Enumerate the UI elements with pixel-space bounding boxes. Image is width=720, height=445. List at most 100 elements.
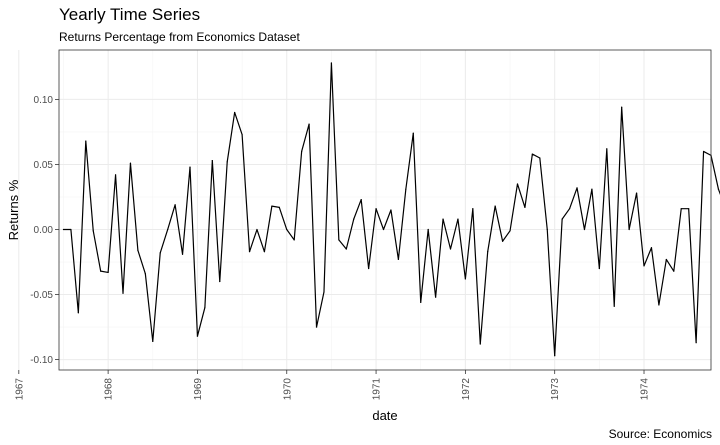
panel-border	[58, 49, 712, 371]
data-point	[100, 270, 102, 272]
y-tick-label: 0.10	[34, 95, 54, 106]
data-point	[680, 208, 682, 210]
x-tick-label: 1971	[372, 378, 383, 401]
data-point	[606, 148, 608, 150]
x-tick-label: 1970	[282, 378, 293, 401]
data-point	[226, 161, 228, 163]
data-point	[673, 270, 675, 272]
data-point	[412, 132, 414, 134]
data-point	[524, 206, 526, 208]
data-point	[717, 188, 720, 190]
data-point	[702, 150, 705, 153]
data-point	[234, 111, 236, 114]
data-point	[241, 133, 243, 136]
x-axis: 1967 1968 1969 1970 1971 1972 1973 1974	[14, 370, 651, 401]
data-point	[70, 228, 72, 231]
data-point	[516, 183, 519, 185]
data-point	[591, 188, 593, 190]
data-point	[181, 253, 184, 255]
data-point	[405, 188, 407, 190]
data-point	[598, 267, 600, 270]
data-point	[129, 162, 132, 164]
y-axis-title: Returns %	[6, 179, 21, 240]
data-point	[211, 159, 213, 162]
data-point	[204, 306, 206, 309]
data-point	[531, 153, 533, 155]
data-point	[144, 273, 146, 275]
data-point	[464, 278, 466, 280]
data-point	[77, 312, 79, 314]
data-point	[494, 205, 496, 207]
data-point	[390, 209, 392, 211]
data-point	[248, 251, 251, 253]
data-point	[345, 248, 347, 250]
data-point	[688, 208, 690, 210]
data-point	[196, 335, 199, 337]
x-axis-title: date	[372, 408, 397, 423]
chart-title: Yearly Time Series	[59, 5, 201, 24]
data-point	[375, 208, 377, 210]
data-point	[487, 251, 489, 253]
x-tick-label: 1968	[104, 378, 115, 401]
data-point	[286, 228, 288, 231]
data-point	[159, 252, 161, 254]
data-point	[271, 205, 273, 207]
x-tick-label: 1974	[640, 378, 651, 401]
data-point	[621, 106, 623, 108]
data-point	[308, 123, 310, 125]
data-point	[189, 166, 191, 168]
data-point	[62, 228, 65, 231]
data-point	[472, 208, 474, 210]
data-point	[457, 218, 459, 220]
data-point	[323, 291, 325, 293]
data-point	[397, 258, 399, 261]
data-point	[293, 239, 295, 241]
data-point	[479, 343, 481, 345]
series-line	[63, 62, 720, 357]
y-tick-label: 0.05	[34, 160, 54, 171]
data-point	[427, 228, 429, 231]
series-layer	[62, 62, 720, 357]
x-tick-label: 1973	[550, 378, 561, 401]
x-tick-label: 1972	[461, 378, 472, 401]
data-point	[568, 208, 571, 210]
data-point	[449, 248, 452, 250]
y-tick-label: 0.00	[34, 225, 54, 236]
data-point	[85, 140, 87, 142]
data-point	[315, 326, 318, 328]
data-point	[330, 62, 333, 64]
data-point	[643, 265, 645, 267]
chart-caption: Source: Economics	[608, 427, 712, 441]
data-point	[420, 301, 422, 303]
data-point	[256, 228, 258, 231]
data-point	[583, 228, 586, 231]
data-point	[263, 251, 266, 253]
data-point	[539, 157, 541, 159]
y-tick-label: -0.10	[30, 355, 53, 366]
data-point	[665, 258, 667, 261]
data-point	[442, 218, 444, 220]
data-point	[301, 150, 303, 153]
data-point	[635, 192, 638, 194]
data-point	[501, 240, 504, 242]
data-point	[174, 204, 176, 206]
y-axis: -0.10 -0.05 0.00 0.05 0.10	[30, 95, 59, 366]
data-point	[576, 187, 578, 189]
data-point	[368, 267, 370, 270]
data-point	[382, 228, 385, 231]
data-point	[695, 342, 697, 344]
x-tick-label: 1969	[193, 378, 204, 401]
chart-subtitle: Returns Percentage from Economics Datase…	[59, 30, 300, 44]
data-point	[613, 305, 615, 307]
y-tick-label: -0.05	[30, 290, 53, 301]
data-point	[137, 249, 139, 251]
data-point	[360, 198, 362, 201]
data-point	[219, 280, 221, 283]
data-point	[650, 247, 653, 249]
major-gridlines	[18, 50, 711, 370]
data-point	[628, 228, 630, 231]
data-point	[278, 206, 280, 208]
data-point	[338, 239, 340, 241]
data-point	[92, 230, 94, 232]
